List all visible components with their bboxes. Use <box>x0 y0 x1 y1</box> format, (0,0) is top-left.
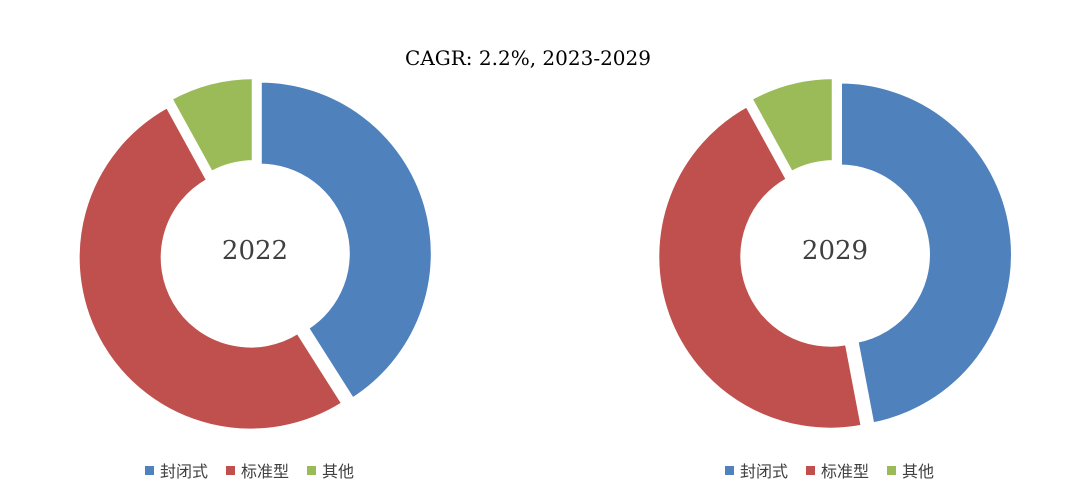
legend-swatch <box>226 465 236 475</box>
center-label-2029: 2029 <box>801 236 869 266</box>
legend-swatch <box>806 465 816 475</box>
legend-2029: 封闭式 标准型 其他 <box>725 458 934 482</box>
legend-swatch <box>887 465 897 475</box>
legend-2022: 封闭式 标准型 其他 <box>145 458 354 482</box>
legend-label: 封闭式 <box>160 462 209 481</box>
chart-title: CAGR: 2.2%, 2023-2029 <box>405 46 651 70</box>
legend-label: 其他 <box>322 462 355 481</box>
donut-chart-2022: 2022 <box>65 70 445 440</box>
slice-2022-1 <box>75 103 347 433</box>
legend-label: 其他 <box>902 462 935 481</box>
legend-label: 封闭式 <box>740 462 789 481</box>
slice-2022-2 <box>167 75 256 176</box>
legend-swatch <box>145 465 154 475</box>
donut-svg-2029 <box>655 75 1015 432</box>
legend-item: 封闭式 <box>725 458 788 482</box>
legend-swatch <box>307 465 317 475</box>
slice-2029-1 <box>655 102 866 432</box>
slice-2022-0 <box>257 78 435 403</box>
legend-label: 标准型 <box>821 462 870 481</box>
slice-2029-0 <box>837 79 1015 427</box>
slice-2029-2 <box>747 75 836 176</box>
legend-item: 标准型 <box>226 458 289 482</box>
legend-item: 标准型 <box>806 458 869 482</box>
legend-label: 标准型 <box>241 462 290 481</box>
donut-svg-2022 <box>75 75 435 433</box>
donut-chart-2029: 2029 <box>645 70 1025 440</box>
center-label-2022: 2022 <box>221 236 289 266</box>
legend-swatch <box>725 465 734 475</box>
legend-item: 其他 <box>887 458 934 482</box>
legend-item: 其他 <box>307 458 354 482</box>
legend-item: 封闭式 <box>145 458 208 482</box>
